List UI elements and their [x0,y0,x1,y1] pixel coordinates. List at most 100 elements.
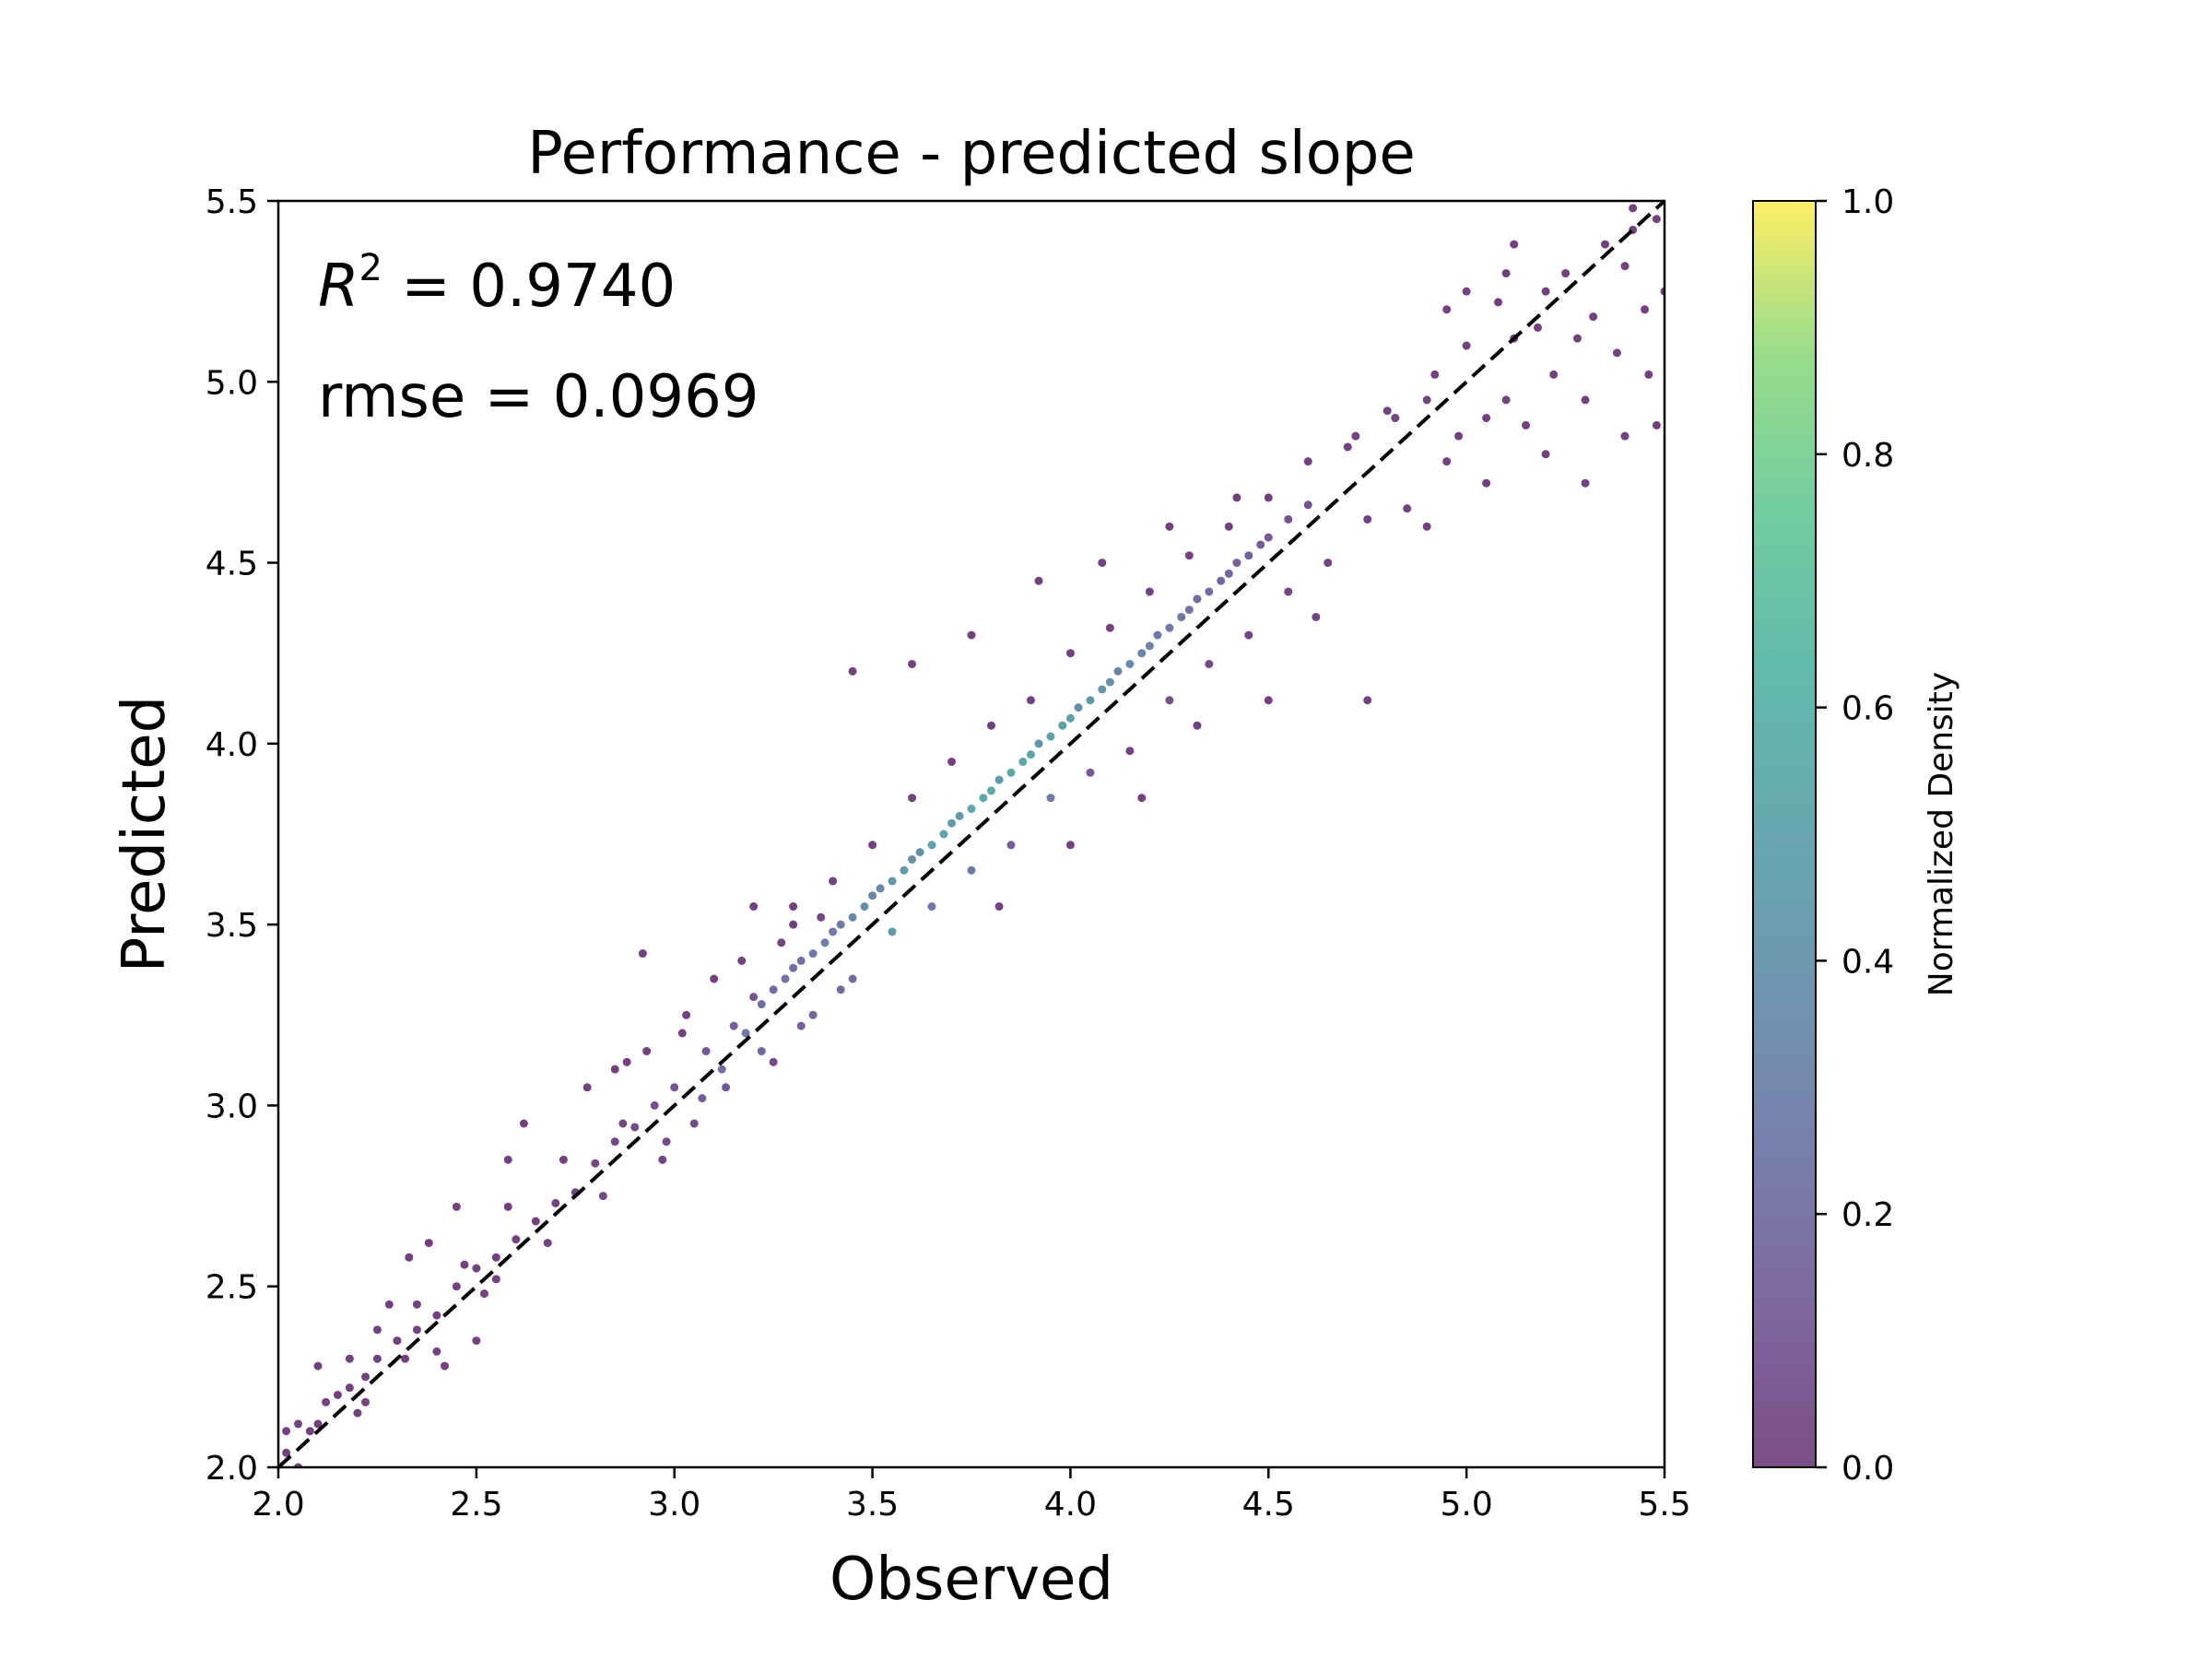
data-point [479,1289,488,1299]
data-point [1026,750,1035,759]
data-point [1652,215,1661,224]
data-point [353,1408,362,1418]
data-point [282,1448,291,1457]
chart-title: Performance - predicted slope [527,120,1416,188]
data-point [947,818,957,828]
data-point [432,1347,441,1356]
data-point [1382,406,1392,416]
data-point [701,1047,711,1056]
data-point [1232,559,1241,568]
data-point [729,1021,738,1030]
data-point [472,1264,481,1273]
data-point [432,1311,441,1320]
data-point [741,1029,750,1038]
data-point [927,841,936,850]
x-tick-label: 4.5 [1242,1486,1295,1524]
data-point [452,1202,461,1211]
data-point [1074,703,1083,712]
data-point [1572,334,1582,343]
data-point [1629,204,1638,213]
data-point [630,1123,640,1132]
data-point [682,1010,691,1019]
colorbar-label: Normalized Density [1923,672,1960,996]
y-tick-label: 5.0 [206,364,258,402]
data-point [1193,594,1202,604]
data-point [808,949,818,959]
y-tick-label: 2.0 [206,1450,258,1488]
data-point [512,1235,521,1244]
data-point [282,1427,291,1436]
data-point [1065,841,1075,850]
data-point [1403,504,1412,513]
data-point [947,757,957,766]
data-point [1105,677,1114,687]
data-point [1462,287,1471,296]
data-point [1046,732,1055,741]
data-point [491,1253,500,1262]
data-point [1205,659,1214,668]
data-point [1442,457,1452,466]
data-point [1430,370,1440,379]
data-point [1256,540,1265,549]
data-point [1244,630,1253,640]
data-point [986,786,995,795]
data-point [1462,341,1471,350]
data-point [1046,794,1055,803]
data-point [1494,298,1503,307]
r-squared-annotation: R2 = 0.9740 [318,247,676,321]
data-point [848,666,857,676]
data-point [372,1354,382,1363]
r-squared-symbol: R [318,253,359,321]
data-point [908,659,917,668]
data-point [1351,431,1360,441]
data-point [829,927,838,936]
data-point [1284,514,1293,524]
data-point [670,1083,679,1092]
data-point [829,877,838,886]
data-point [927,902,936,912]
x-tick-label: 4.0 [1044,1486,1097,1524]
data-point [1501,395,1511,405]
data-point [1165,522,1174,531]
data-point [848,974,857,983]
data-point [531,1217,540,1226]
colorbar-tick-label: 0.0 [1841,1450,1894,1488]
data-point [1137,649,1147,658]
data-point [698,1094,707,1103]
data-point [820,938,830,947]
r-squared-exponent: 2 [359,247,382,289]
data-point [1086,768,1095,777]
data-point [1284,587,1293,596]
data-point [710,974,719,983]
x-axis-ticks: 2.0 2.5 3.0 3.5 4.0 4.5 5.0 5.5 [252,1467,1691,1524]
data-point [1026,696,1035,705]
data-point [1454,431,1464,441]
x-tick-label: 3.5 [846,1486,899,1524]
data-point [313,1419,323,1429]
data-point [1105,623,1114,632]
data-point [1442,305,1452,314]
y-tick-label: 3.5 [206,907,258,945]
data-point [789,920,798,929]
x-tick-label: 5.0 [1441,1486,1493,1524]
data-point [757,1000,766,1009]
data-point [1217,576,1226,585]
data-point [876,884,885,893]
data-point [1620,431,1630,441]
data-point [591,1159,600,1168]
data-point [1153,630,1162,640]
data-point [1541,450,1550,459]
data-point [967,630,976,640]
data-point [781,974,790,983]
data-point [412,1325,421,1335]
data-point [1652,420,1661,429]
data-point [986,721,995,730]
data-point [503,1155,512,1164]
scatter-points [282,204,1665,1467]
data-point [1601,240,1610,249]
data-point [1184,551,1194,560]
data-point [440,1361,449,1371]
data-point [551,1198,560,1207]
data-point [1006,768,1016,777]
data-point [737,956,747,965]
